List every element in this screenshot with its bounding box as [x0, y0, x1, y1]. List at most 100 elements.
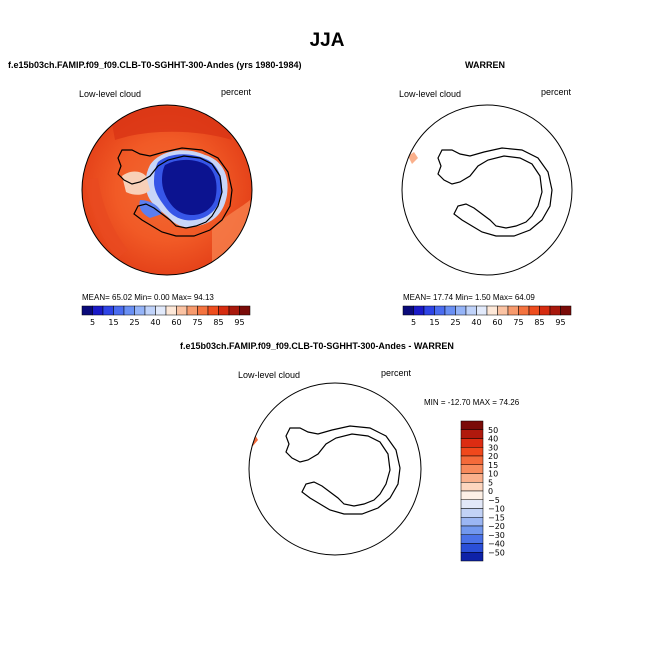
- obs-colorbar-swatch: [486, 305, 498, 316]
- diff-colorbar-swatch: [460, 543, 484, 553]
- model-colorbar-swatch: [92, 305, 104, 316]
- diff-coastline: [285, 425, 401, 515]
- stats-model: MEAN= 65.02 Min= 0.00 Max= 94.13: [82, 293, 214, 302]
- variable-label-model: Low-level cloud: [79, 89, 142, 99]
- obs-colorbar-swatch: [402, 305, 414, 316]
- diff-colorbar-tick-label: 30: [488, 443, 498, 452]
- obs-colorbar-swatch: [455, 305, 467, 316]
- model-colorbar-swatch: [197, 305, 209, 316]
- model-colorbar-tick-label: 85: [213, 318, 223, 327]
- variable-label-obs: Low-level cloud: [399, 89, 462, 99]
- model-colorbar-tick-label: 5: [90, 318, 95, 327]
- model-map: [82, 105, 252, 275]
- model-colorbar-tick-label: 60: [171, 318, 181, 327]
- model-colorbar-swatch: [134, 305, 146, 316]
- obs-colorbar-swatch: [560, 305, 572, 316]
- obs-colorbar-tick-label: 75: [513, 318, 523, 327]
- diff-colorbar-tick-label: 20: [488, 452, 498, 461]
- units-label-diff: percent: [381, 368, 412, 378]
- obs-colorbar-swatch: [497, 305, 509, 316]
- obs-colorbar-swatch: [413, 305, 425, 316]
- model-colorbar-tick-label: 40: [150, 318, 160, 327]
- model-colorbar-swatch: [207, 305, 219, 316]
- diff-colorbar-tick-label: −5: [488, 496, 500, 505]
- model-coastline: [117, 147, 233, 237]
- model-colorbar-swatch: [113, 305, 125, 316]
- model-colorbar-tick-label: 75: [192, 318, 202, 327]
- diff-background: [249, 383, 421, 555]
- model-colorbar-swatch: [186, 305, 198, 316]
- model-colorbar-tick-label: 25: [129, 318, 139, 327]
- obs-colorbar-swatch: [444, 305, 456, 316]
- diff-colorbar-tick-label: −10: [488, 505, 505, 514]
- model-colorbar-swatch: [228, 305, 240, 316]
- panel-title-model: f.e15b03ch.FAMIP.f09_f09.CLB-T0-SGHHT-30…: [8, 60, 302, 70]
- model-colorbar-swatch: [155, 305, 167, 316]
- model-colorbar-swatch: [144, 305, 156, 316]
- obs-colorbar: 5 15 25 40 60 75 85 95: [402, 305, 572, 327]
- model-colorbar-swatch: [239, 305, 251, 316]
- diff-colorbar-swatch: [460, 517, 484, 527]
- obs-colorbar-swatch: [518, 305, 530, 316]
- diff-colorbar-swatch: [460, 464, 484, 474]
- units-label-obs: percent: [541, 87, 572, 97]
- obs-colorbar-tick-label: 95: [555, 318, 565, 327]
- obs-map-border: [401, 104, 573, 276]
- diff-colorbar-swatch: [460, 499, 484, 509]
- diff-colorbar-swatch: [460, 552, 484, 562]
- diff-map-border: [248, 382, 422, 556]
- obs-colorbar-swatch: [476, 305, 488, 316]
- diff-colorbar-swatch: [460, 482, 484, 492]
- diff-colorbar-tick-label: 15: [488, 461, 498, 470]
- units-label-model: percent: [221, 87, 252, 97]
- diff-colorbar-swatch: [460, 508, 484, 518]
- diff-colorbar-tick-label: −50: [488, 548, 505, 557]
- model-colorbar-swatch: [123, 305, 135, 316]
- model-colorbar: 5 15 25 40 60 75 85 95: [81, 305, 251, 327]
- obs-colorbar-tick-label: 25: [450, 318, 460, 327]
- panel-title-obs: WARREN: [465, 60, 505, 70]
- diff-colorbar-swatch: [460, 429, 484, 439]
- diff-colorbar-swatch: [460, 438, 484, 448]
- model-east-band: [212, 200, 252, 262]
- obs-map: [402, 105, 572, 275]
- model-high-cloud-band: [110, 106, 232, 140]
- diff-colorbar-tick-label: −40: [488, 540, 505, 549]
- obs-colorbar-tick-label: 60: [492, 318, 502, 327]
- model-colorbar-swatch: [176, 305, 188, 316]
- diff-colorbar-swatch: [460, 473, 484, 483]
- obs-colorbar-swatch: [549, 305, 561, 316]
- obs-background: [402, 105, 572, 275]
- model-map-border: [81, 104, 253, 276]
- obs-colorbar-swatch: [465, 305, 477, 316]
- obs-coastline: [437, 147, 553, 237]
- obs-colorbar-swatch: [528, 305, 540, 316]
- model-colorbar-swatch: [102, 305, 114, 316]
- diff-colorbar-tick-label: −30: [488, 531, 505, 540]
- obs-colorbar-tick-label: 5: [411, 318, 416, 327]
- diff-colorbar-tick-label: 5: [488, 478, 493, 487]
- diff-colorbar-tick-label: 10: [488, 470, 498, 479]
- diff-colorbar-tick-label: 50: [488, 426, 498, 435]
- obs-data-patch: [408, 152, 418, 164]
- model-continent-core: [162, 159, 217, 215]
- obs-colorbar-tick-label: 15: [429, 318, 439, 327]
- diff-colorbar-swatch: [460, 455, 484, 465]
- stats-diff: MIN = -12.70 MAX = 74.26: [424, 398, 520, 407]
- diff-colorbar-swatch: [460, 534, 484, 544]
- diff-colorbar-swatch: [460, 420, 484, 430]
- model-colorbar-swatch: [218, 305, 230, 316]
- diff-colorbar-tick-label: 0: [488, 487, 493, 496]
- obs-colorbar-tick-label: 40: [471, 318, 481, 327]
- model-colorbar-tick-label: 15: [108, 318, 118, 327]
- obs-colorbar-swatch: [507, 305, 519, 316]
- diff-colorbar-swatch: [460, 525, 484, 535]
- diff-colorbar-tick-label: 40: [488, 435, 498, 444]
- model-colorbar-swatch: [165, 305, 177, 316]
- diff-colorbar-tick-label: −20: [488, 522, 505, 531]
- panel-title-diff: f.e15b03ch.FAMIP.f09_f09.CLB-T0-SGHHT-30…: [180, 341, 454, 351]
- obs-colorbar-swatch: [434, 305, 446, 316]
- model-colorbar-swatch: [81, 305, 93, 316]
